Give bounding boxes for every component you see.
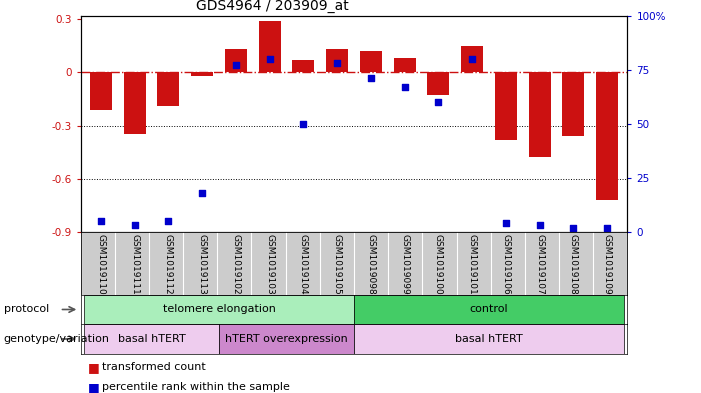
Bar	[90, 72, 112, 110]
Point	[534, 222, 545, 229]
Text: hTERT overexpression: hTERT overexpression	[225, 334, 348, 344]
Bar	[394, 58, 416, 72]
Text: GSM1019111: GSM1019111	[130, 234, 139, 294]
Point	[501, 220, 512, 226]
Text: GSM1019100: GSM1019100	[434, 234, 443, 294]
Bar	[225, 50, 247, 72]
Text: basal hTERT: basal hTERT	[455, 334, 523, 344]
Bar	[123, 72, 146, 134]
Text: transformed count: transformed count	[102, 362, 205, 373]
Text: GSM1019105: GSM1019105	[333, 234, 341, 294]
Bar	[596, 72, 618, 200]
Text: GSM1019099: GSM1019099	[400, 234, 409, 294]
Point	[601, 224, 613, 231]
Point	[264, 56, 275, 62]
Text: percentile rank within the sample: percentile rank within the sample	[102, 382, 290, 392]
Bar	[219, 324, 354, 354]
Title: GDS4964 / 203909_at: GDS4964 / 203909_at	[196, 0, 348, 13]
Text: ■: ■	[88, 380, 100, 393]
Point	[365, 75, 376, 82]
Bar	[495, 72, 517, 140]
Bar	[461, 46, 483, 72]
Text: control: control	[470, 305, 508, 314]
Text: GSM1019113: GSM1019113	[198, 234, 207, 294]
Text: GSM1019102: GSM1019102	[231, 234, 240, 294]
Bar	[191, 72, 213, 76]
Point	[230, 62, 241, 69]
Text: GSM1019106: GSM1019106	[501, 234, 510, 294]
Point	[95, 218, 107, 224]
Point	[568, 224, 579, 231]
Bar	[354, 324, 624, 354]
Bar	[84, 324, 219, 354]
Text: GSM1019108: GSM1019108	[569, 234, 578, 294]
Text: protocol: protocol	[4, 305, 49, 314]
Text: GSM1019101: GSM1019101	[468, 234, 477, 294]
Point	[129, 222, 140, 229]
Point	[467, 56, 478, 62]
Point	[163, 218, 174, 224]
Bar	[428, 72, 449, 95]
Text: genotype/variation: genotype/variation	[4, 334, 109, 344]
Bar	[562, 72, 585, 136]
Bar	[326, 50, 348, 72]
Text: GSM1019098: GSM1019098	[367, 234, 375, 294]
Bar	[84, 295, 354, 324]
Bar	[354, 295, 624, 324]
Text: GSM1019112: GSM1019112	[164, 234, 173, 294]
Point	[298, 121, 309, 127]
Bar	[529, 72, 550, 158]
Text: GSM1019110: GSM1019110	[96, 234, 105, 294]
Point	[196, 190, 207, 196]
Text: GSM1019104: GSM1019104	[299, 234, 308, 294]
Text: GSM1019103: GSM1019103	[265, 234, 274, 294]
Text: GSM1019107: GSM1019107	[535, 234, 544, 294]
Bar	[292, 60, 314, 72]
Text: ■: ■	[88, 361, 100, 374]
Bar	[259, 21, 280, 72]
Text: GSM1019109: GSM1019109	[603, 234, 612, 294]
Point	[399, 84, 410, 90]
Point	[332, 60, 343, 66]
Text: basal hTERT: basal hTERT	[118, 334, 185, 344]
Text: telomere elongation: telomere elongation	[163, 305, 275, 314]
Bar	[158, 72, 179, 106]
Point	[433, 99, 444, 105]
Bar	[360, 51, 382, 72]
